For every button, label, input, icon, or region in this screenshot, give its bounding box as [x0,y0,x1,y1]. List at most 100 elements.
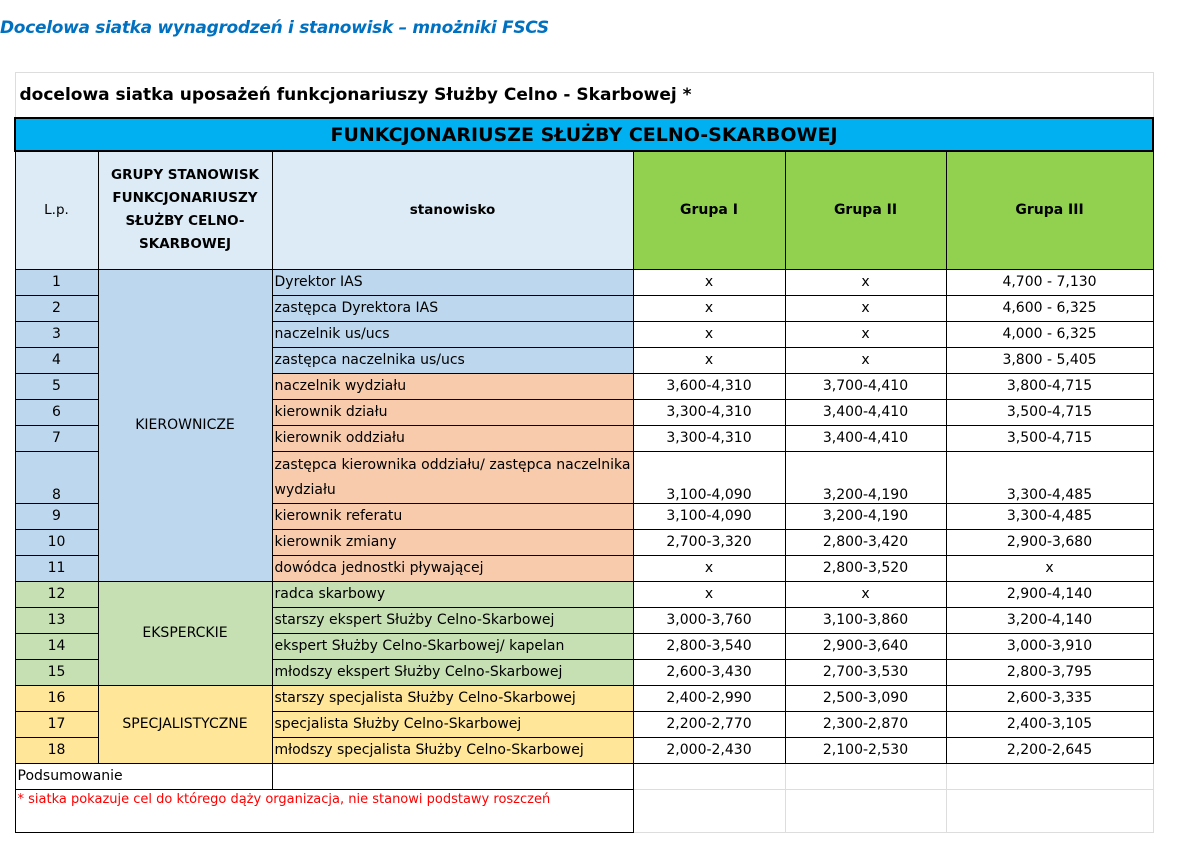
salary-table: docelowa siatka uposażeń funkcjonariuszy… [14,72,1154,833]
row-lp: 10 [14,528,99,556]
row-g3-range: 3,000-3,910 [945,632,1154,660]
row-lp: 13 [14,606,99,634]
row-lp: 6 [14,398,99,426]
row-g2-range: x [784,580,947,608]
header-grupa-3: Grupa III [945,150,1154,270]
group-label: SPECJALISTYCZNE [97,684,273,764]
row-g3-range: 4,000 - 6,325 [945,320,1154,348]
row-lp: 2 [14,294,99,322]
row-g3-range: 3,800 - 5,405 [945,346,1154,374]
row-lp: 1 [14,268,99,296]
row-position: kierownik oddziału [271,424,634,452]
row-g3-range: 3,500-4,715 [945,424,1154,452]
row-g2-range: 2,800-3,420 [784,528,947,556]
row-g3-range: 3,300-4,485 [945,502,1154,530]
table-row: 16 SPECJALISTYCZNE starszy specjalista Słu… [14,684,1154,764]
row-position: Dyrektor IAS [271,268,634,296]
row-lp: 14 [14,632,99,660]
row-g2-range: 3,100-3,860 [784,606,947,634]
row-position: starszy ekspert Służby Celno-Skarbowej [271,606,634,634]
row-g3-range: x [945,554,1154,582]
row-lp: 3 [14,320,99,348]
row-g2-range: x [784,268,947,296]
row-position: specjalista Służby Celno-Skarbowej [271,710,634,738]
row-g2-range: 3,200-4,190 [784,502,947,530]
row-g1-range: 2,400-2,990 [632,684,786,712]
row-g1-range: 3,100-4,090 [632,502,786,530]
row-position: naczelnik us/ucs [271,320,634,348]
row-lp: 7 [14,424,99,452]
row-g2-range: 2,800-3,520 [784,554,947,582]
table-row: 3 naczelnik us/ucs x x 4,000 - 6,325 [14,320,1154,348]
row-position: zastępca naczelnika us/ucs [271,346,634,374]
row-g2-range: 2,100-2,530 [784,736,947,764]
row-g3-range: 2,200-2,645 [945,736,1154,764]
row-lp: 11 [14,554,99,582]
row-lp: 15 [14,658,99,686]
table-row: 7 kierownik oddziału 3,300-4,310 3,400-4,41… [14,424,1154,452]
row-g3-range: 4,700 - 7,130 [945,268,1154,296]
footnote: * siatka pokazuje cel do którego dąży or… [14,788,634,833]
row-position: dowódca jednostki pływającej [271,554,634,582]
row-lp: 12 [14,580,99,608]
row-position: młodszy specjalista Służby Celno-Skarbow… [271,736,634,764]
table-row: 8 zastępca kierownika oddziału/ zastępca … [14,450,1154,504]
document-title: Docelowa siatka wynagrodzeń i stanowisk … [0,18,549,38]
row-g2-range: x [784,320,947,348]
row-g2-range: 2,500-3,090 [784,684,947,712]
table-row: 4 zastępca naczelnika us/ucs x x 3,800 - 5,4… [14,346,1154,374]
table-row: 1 KIEROWNICZE Dyrektor IAS x x 4,700 - 7,130 [14,268,1154,582]
row-g3-range: 2,900-4,140 [945,580,1154,608]
row-lp: 8 [14,450,99,504]
row-lp: 9 [14,502,99,530]
row-lp: 16 [14,684,99,712]
row-position: starszy specjalista Służby Celno-Skarbow… [271,684,634,712]
row-g1-range: x [632,294,786,322]
row-g3-range: 2,900-3,680 [945,528,1154,556]
row-position: kierownik zmiany [271,528,634,556]
row-g2-range: 3,400-4,410 [784,424,947,452]
row-position: młodszy ekspert Służby Celno-Skarbowej [271,658,634,686]
header-grupa-2: Grupa II [784,150,947,270]
table-row: 14 ekspert Służby Celno-Skarbowej/ kapela… [14,632,1154,660]
row-g2-range: 3,400-4,410 [784,398,947,426]
row-g1-range: x [632,268,786,296]
row-g1-range: 3,100-4,090 [632,450,786,504]
row-position: ekspert Służby Celno-Skarbowej/ kapelan [271,632,634,660]
row-g2-range: 3,700-4,410 [784,372,947,400]
row-g3-range: 2,400-3,105 [945,710,1154,738]
row-g1-range: 2,700-3,320 [632,528,786,556]
row-position: zastępca Dyrektora IAS [271,294,634,322]
summary-label: Podsumowanie [14,763,273,789]
row-g3-range: 2,800-3,795 [945,658,1154,686]
header-group: GRUPY STANOWISK FUNKCJONARIUSZY SŁUŻBY C… [97,150,273,270]
row-g2-range: x [784,346,947,374]
row-g2-range: 2,900-3,640 [784,632,947,660]
salary-grid-sheet: docelowa siatka uposażeń funkcjonariuszy… [14,72,1154,833]
table-row: 10 kierownik zmiany 2,700-3,320 2,800-3,420… [14,528,1154,556]
row-g1-range: 2,600-3,430 [632,658,786,686]
row-g1-range: 3,300-4,310 [632,398,786,426]
group-label: KIEROWNICZE [97,268,273,582]
table-banner: FUNKCJONARIUSZE SŁUŻBY CELNO-SKARBOWEJ [14,117,1154,152]
row-g3-range: 2,600-3,335 [945,684,1154,712]
row-g3-range: 3,800-4,715 [945,372,1154,400]
summary-value [272,763,634,789]
row-g3-range: 3,500-4,715 [945,398,1154,426]
header-position: stanowisko [271,150,634,270]
group-label: EKSPERCKIE [97,580,273,686]
header-grupa-1: Grupa I [632,150,786,270]
row-g1-range: 2,200-2,770 [632,710,786,738]
row-g1-range: 2,800-3,540 [632,632,786,660]
row-g1-range: 3,300-4,310 [632,424,786,452]
header-lp: L.p. [14,150,99,270]
row-g1-range: 2,000-2,430 [632,736,786,764]
table-subtitle: docelowa siatka uposażeń funkcjonariuszy… [14,72,1154,118]
row-g1-range: x [632,320,786,348]
row-g1-range: 3,000-3,760 [632,606,786,634]
table-row: 13 starszy ekspert Służby Celno-Skarbowej… [14,606,1154,634]
table-row: 2 zastępca Dyrektora IAS x x 4,600 - 6,325 [14,294,1154,322]
row-position: kierownik działu [271,398,634,426]
table-row: 12 EKSPERCKIE radca skarbowy x x 2,900-4,140 [14,580,1154,686]
row-g1-range: x [632,554,786,582]
